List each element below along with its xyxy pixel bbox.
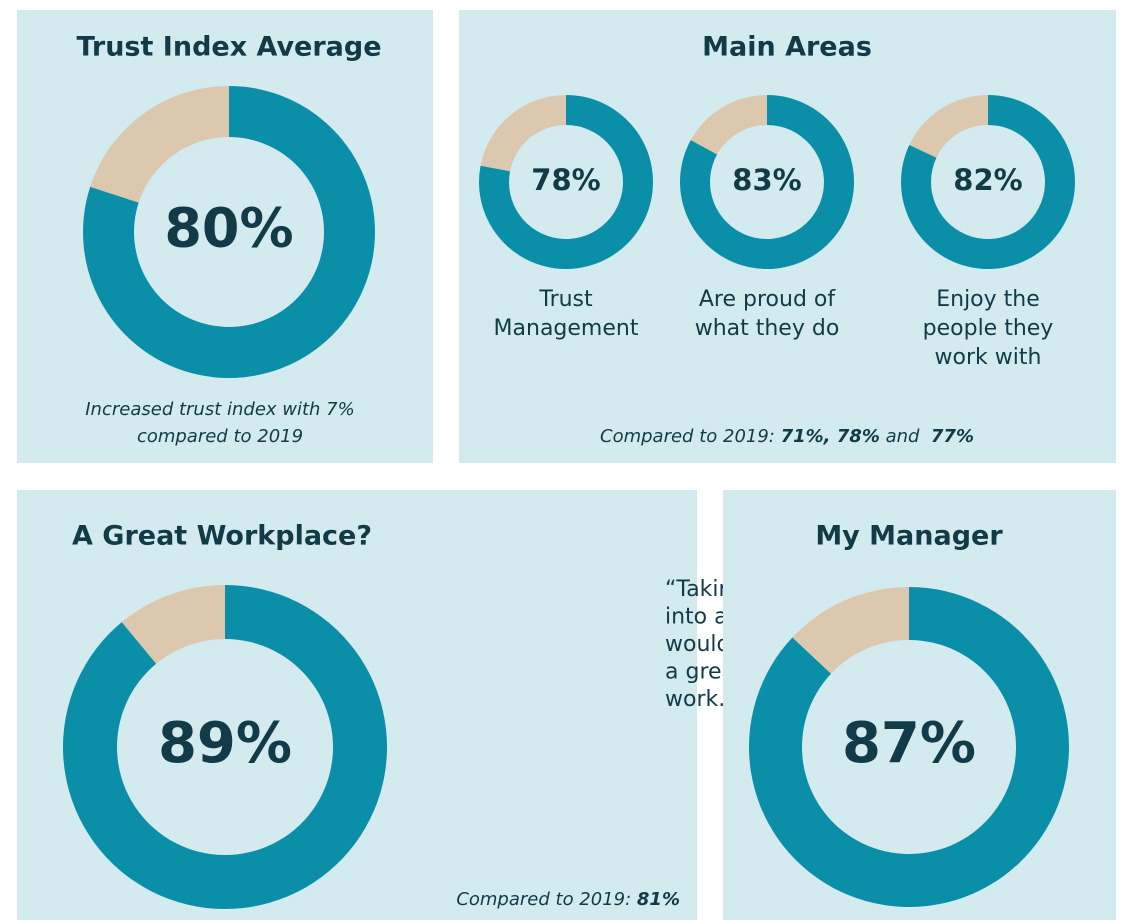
note-part: 71%, 78%	[781, 426, 880, 447]
donut-label: 82%	[953, 163, 1022, 197]
item-label: Management	[494, 316, 639, 341]
donut-label: 80%	[164, 197, 293, 260]
donut-rest	[90, 86, 229, 203]
note: Increased trust index with 7%	[85, 399, 355, 420]
donut-label: 83%	[732, 163, 801, 197]
note-part: Compared to 2019:	[456, 889, 637, 910]
donut-rest	[909, 95, 988, 158]
donut-value	[63, 585, 388, 909]
note-part: and	[880, 426, 931, 447]
donut-value	[680, 95, 854, 269]
donut-rest	[792, 587, 909, 674]
note: Compared to 2019: 81%	[456, 889, 680, 910]
donut-label: 87%	[842, 711, 976, 776]
donut-rest	[480, 95, 566, 172]
item-label: people they	[923, 316, 1054, 341]
donut-value	[749, 587, 1069, 907]
item-label: work with	[935, 345, 1042, 370]
item-label: Trust	[538, 287, 593, 312]
note-part: 81%	[637, 889, 680, 910]
item-label: what they do	[695, 316, 840, 341]
panel-title: My Manager	[815, 521, 1003, 552]
note: Compared to 2019: 71%, 78% and 77%	[600, 426, 974, 447]
item-label: Are proud of	[699, 287, 836, 312]
note-part: 77%	[931, 426, 974, 447]
note-part: Compared to 2019:	[600, 426, 781, 447]
note: compared to 2019	[137, 426, 303, 447]
donut-value	[900, 95, 1075, 269]
donut-rest	[690, 95, 767, 155]
donut-label: 78%	[531, 163, 600, 197]
item-label: Enjoy the	[936, 287, 1040, 312]
panel-title: Main Areas	[702, 32, 872, 63]
donut-label: 89%	[158, 711, 292, 776]
panel-title: A Great Workplace?	[72, 521, 372, 552]
panel-title: Trust Index Average	[76, 32, 381, 63]
donut-value	[83, 86, 376, 379]
donut-value	[479, 95, 653, 269]
donut-rest	[121, 585, 225, 664]
